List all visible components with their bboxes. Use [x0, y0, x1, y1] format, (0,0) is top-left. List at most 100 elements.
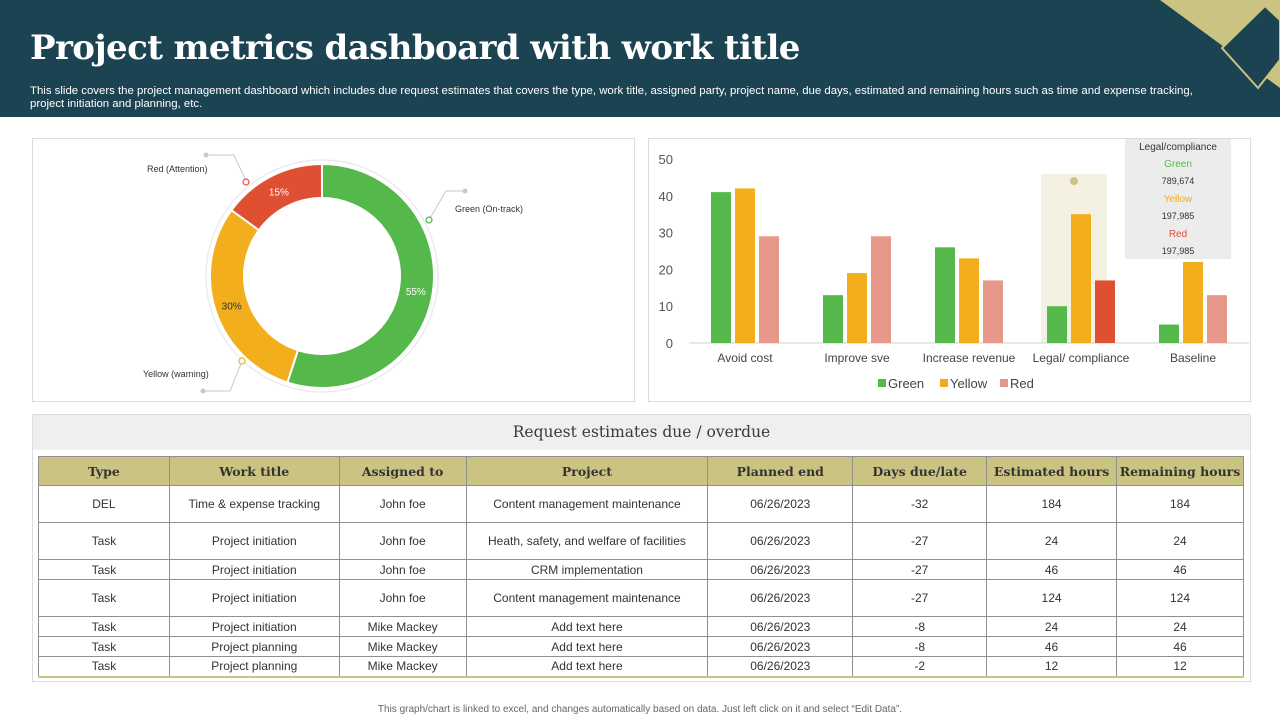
- table-cell: -27: [852, 559, 988, 580]
- table-cell: Content management maintenance: [465, 485, 709, 523]
- bar-yellow-3[interactable]: [1071, 214, 1091, 343]
- table-cell: Add text here: [465, 656, 709, 678]
- table-cell: Project planning: [168, 656, 340, 678]
- y-tick-label: 50: [659, 152, 673, 167]
- y-tick-label: 10: [659, 299, 673, 314]
- table-cell: -2: [852, 656, 988, 678]
- table-cell: Mike Mackey: [338, 656, 467, 678]
- table-cell: 06/26/2023: [707, 636, 854, 657]
- table-cell: 06/26/2023: [707, 656, 854, 678]
- table-row: Task Project initiation Mike Mackey Add tex…: [38, 616, 1244, 637]
- donut-label-green: Green (On-track): [455, 204, 523, 214]
- table-cell: Mike Mackey: [338, 636, 467, 657]
- bar-green-4[interactable]: [1159, 324, 1179, 343]
- table-row: Task Project initiation John foe Heath, saf…: [38, 522, 1244, 560]
- table-cell: 46: [986, 636, 1118, 657]
- page-subtitle: This slide covers the project management…: [30, 85, 1193, 110]
- tooltip-yellow-label: Yellow: [1164, 194, 1193, 205]
- table-row: Task Project planning Mike Mackey Add text …: [38, 656, 1244, 678]
- table-cell: John foe: [338, 485, 467, 523]
- donut-value-label: 15%: [269, 187, 289, 198]
- bar-green-1[interactable]: [823, 295, 843, 343]
- table-cell: Heath, safety, and welfare of facilities: [465, 522, 709, 560]
- bar-red-3[interactable]: [1095, 280, 1115, 343]
- column-header: Project: [465, 456, 709, 486]
- bar-green-3[interactable]: [1047, 306, 1067, 343]
- column-header: Days due/late: [852, 456, 988, 486]
- column-header: Type: [38, 456, 170, 486]
- y-tick-label: 40: [659, 189, 673, 204]
- table-cell: Task: [38, 656, 170, 678]
- donut-slice-red[interactable]: [229, 162, 323, 232]
- page-title: Project metrics dashboard with work titl…: [30, 28, 800, 68]
- tooltip-red-value: 197,985: [1162, 246, 1195, 256]
- table-cell: -8: [852, 636, 988, 657]
- table-cell: DEL: [38, 485, 170, 523]
- table-cell: 46: [1116, 636, 1244, 657]
- bar-red-2[interactable]: [983, 280, 1003, 343]
- bar-red-4[interactable]: [1207, 295, 1227, 343]
- table-row: Task Project initiation John foe CRM implem…: [38, 559, 1244, 580]
- tooltip: Legal/compliance Green 789,674 Yellow 19…: [1125, 139, 1231, 259]
- table-cell: Task: [38, 559, 170, 580]
- table-title: Request estimates due / overdue: [33, 415, 1250, 450]
- donut-value-label: 55%: [406, 287, 426, 298]
- legend-swatch-red: [1000, 379, 1008, 387]
- table-cell: John foe: [338, 579, 467, 617]
- legend-swatch-yellow: [940, 379, 948, 387]
- bar-red-0[interactable]: [759, 236, 779, 343]
- table-header-row: Type Work title Assigned to Project Planned …: [38, 456, 1244, 486]
- tooltip-green-label: Green: [1164, 159, 1192, 170]
- x-tick-label: Improve sve: [824, 351, 890, 365]
- table-cell: 124: [1116, 579, 1244, 617]
- table-cell: Add text here: [465, 616, 709, 637]
- tooltip-red-label: Red: [1169, 229, 1187, 240]
- legend-label-yellow: Yellow: [950, 376, 988, 391]
- legend-label-red: Red: [1010, 376, 1034, 391]
- column-header: Work title: [168, 456, 340, 486]
- corner-decoration: [1160, 0, 1280, 90]
- bar-green-0[interactable]: [711, 192, 731, 343]
- table-cell: Project initiation: [168, 579, 340, 617]
- bar-red-1[interactable]: [871, 236, 891, 343]
- table-cell: 06/26/2023: [707, 522, 854, 560]
- tooltip-green-value: 789,674: [1162, 176, 1195, 186]
- column-header: Remaining hours: [1116, 456, 1244, 486]
- table-cell: 184: [986, 485, 1118, 523]
- table-cell: Task: [38, 522, 170, 560]
- donut-chart: 55% 30% 15% Red (Attention) Green (On-trac…: [143, 152, 523, 394]
- donut-slice-yellow[interactable]: [209, 208, 300, 384]
- bar-yellow-2[interactable]: [959, 258, 979, 343]
- table-cell: 06/26/2023: [707, 485, 854, 523]
- bar-chart-panel: 0 10 20 30 40 50 Avoid cost Improve sve Increase…: [648, 138, 1251, 402]
- request-estimates-table: Type Work title Assigned to Project Planned …: [38, 456, 1244, 678]
- table-cell: Content management maintenance: [465, 579, 709, 617]
- legend-label-green: Green: [888, 376, 924, 391]
- table-cell: Task: [38, 616, 170, 637]
- donut-leader-lines: [200, 152, 468, 394]
- table-cell: 124: [986, 579, 1118, 617]
- table-cell: 24: [1116, 522, 1244, 560]
- table-cell: 24: [1116, 616, 1244, 637]
- table-cell: Time & expense tracking: [168, 485, 340, 523]
- bar-green-2[interactable]: [935, 247, 955, 343]
- table-row: DEL Time & expense tracking John foe Conten…: [38, 485, 1244, 523]
- table-cell: 12: [1116, 656, 1244, 678]
- bar-chart: 0 10 20 30 40 50 Avoid cost Improve sve Increase…: [659, 139, 1249, 391]
- donut-slice-green[interactable]: [286, 162, 436, 389]
- table-cell: 24: [986, 522, 1118, 560]
- x-tick-label: Baseline: [1170, 351, 1216, 365]
- header-banner: Project metrics dashboard with work titl…: [0, 0, 1280, 117]
- column-header: Estimated hours: [986, 456, 1118, 486]
- table-cell: -27: [852, 579, 988, 617]
- bar-yellow-4[interactable]: [1183, 262, 1203, 343]
- bar-yellow-1[interactable]: [847, 273, 867, 343]
- table-cell: Project initiation: [168, 616, 340, 637]
- table-cell: John foe: [338, 559, 467, 580]
- highlight-marker: [1070, 177, 1078, 186]
- bar-yellow-0[interactable]: [735, 188, 755, 343]
- footer-note: This graph/chart is linked to excel, and…: [377, 704, 903, 715]
- y-tick-label: 20: [659, 262, 673, 277]
- table-cell: 06/26/2023: [707, 579, 854, 617]
- table-cell: 06/26/2023: [707, 559, 854, 580]
